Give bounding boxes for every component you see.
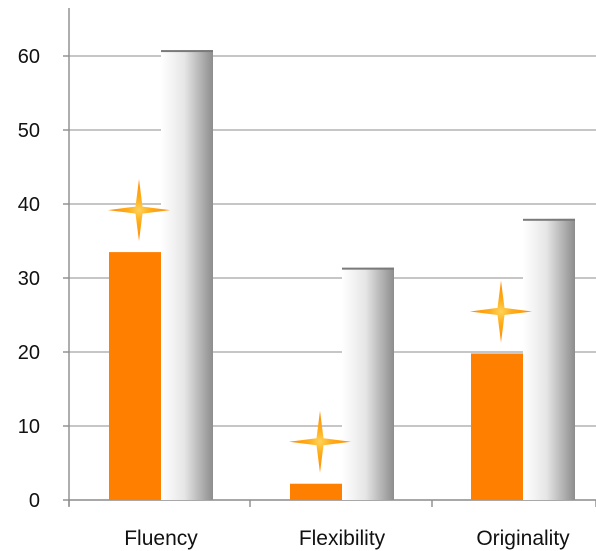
y-tick-label: 20 — [18, 342, 40, 364]
bar-orange-flexibility — [290, 483, 342, 500]
y-tick-label: 30 — [18, 268, 40, 290]
bar-gray-originality — [523, 218, 575, 501]
bar-orange-fluency — [109, 252, 161, 500]
x-category-label: Originality — [476, 527, 570, 550]
bar-orange-originality — [471, 353, 523, 500]
four-point-star-icon — [289, 410, 351, 473]
y-tick-label: 50 — [18, 120, 40, 142]
y-tick-label: 40 — [18, 194, 40, 216]
bar-gray-flexibility — [342, 267, 394, 500]
x-category-label: Flexibility — [299, 527, 386, 550]
bars — [109, 50, 575, 501]
four-point-star-icon — [108, 179, 170, 242]
star-markers — [108, 179, 532, 473]
bar-gray-fluency — [161, 50, 213, 500]
axis-labels: 0 10 20 30 40 50 60 Fluency Flexibility Originali… — [18, 46, 570, 550]
y-tick-label: 0 — [29, 490, 40, 512]
four-point-star-icon — [470, 280, 532, 343]
y-tick-label: 60 — [18, 46, 40, 68]
x-category-label: Fluency — [124, 527, 198, 550]
bar-top-edge — [161, 50, 213, 53]
bar-top-edge — [342, 267, 394, 270]
bar-top-edge — [523, 218, 575, 221]
y-tick-label: 10 — [18, 416, 40, 438]
